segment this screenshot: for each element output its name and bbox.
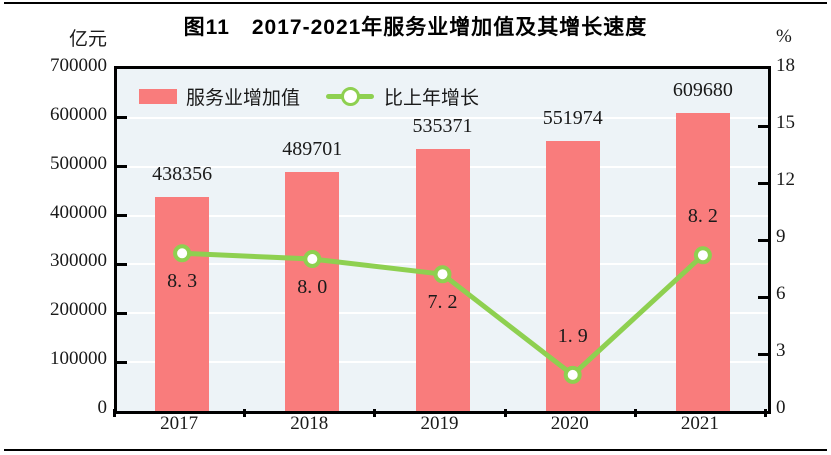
x-tick-label-2018: 2018 <box>290 413 329 434</box>
x-axis-tick <box>373 409 377 417</box>
left-axis-tick-label: 200000 <box>50 299 107 321</box>
right-axis-tick-label: 15 <box>776 112 795 133</box>
growth-marker <box>693 246 712 265</box>
right-axis-tick-label: 12 <box>776 169 795 190</box>
right-axis-unit-label: % <box>776 26 792 47</box>
legend: 服务业增加值 比上年增长 <box>139 83 479 110</box>
left-axis-tick <box>117 311 127 315</box>
bar-value-label: 535371 <box>412 115 473 138</box>
chart-title: 图11 2017-2021年服务业增加值及其增长速度 <box>183 16 648 39</box>
left-axis-tick-label: 100000 <box>50 348 107 370</box>
gridline <box>117 116 768 119</box>
growth-value-label: 7. 2 <box>427 291 458 314</box>
legend-line-label: 比上年增长 <box>384 88 480 109</box>
bar-value-label: 551974 <box>542 107 603 130</box>
x-axis-tick <box>243 409 247 417</box>
x-tick-label-2017: 2017 <box>160 413 199 434</box>
left-axis-tick-label: 600000 <box>50 103 107 125</box>
page-rule-bottom <box>4 449 827 451</box>
right-axis-tick-label: 9 <box>776 226 786 247</box>
left-axis-tick <box>117 116 127 120</box>
right-axis-tick <box>758 181 768 185</box>
right-axis-tick-label: 0 <box>776 397 786 418</box>
x-axis-tick <box>633 409 637 417</box>
growth-marker <box>303 250 322 268</box>
bar-value-label: 438356 <box>152 162 213 185</box>
right-axis-tick <box>758 124 768 128</box>
x-tick-label-2020: 2020 <box>550 413 589 434</box>
growth-marker <box>173 244 192 263</box>
bar-value-label: 489701 <box>282 137 343 160</box>
legend-line-sample <box>326 87 375 106</box>
left-axis-tick-label: 400000 <box>50 201 107 223</box>
x-tick-label-2021: 2021 <box>680 413 719 434</box>
growth-marker <box>433 265 452 284</box>
left-axis-tick <box>117 360 127 364</box>
growth-marker <box>563 365 582 384</box>
right-axis-tick-label: 18 <box>776 55 795 76</box>
growth-value-label: 8. 0 <box>297 276 328 298</box>
growth-value-label: 1. 9 <box>557 324 588 347</box>
growth-value-label: 8. 3 <box>167 270 198 293</box>
bar-2017 <box>155 196 210 411</box>
left-axis-tick-label: 0 <box>97 397 108 418</box>
legend-line-marker-icon <box>340 87 360 106</box>
left-axis-tick-label: 700000 <box>50 55 107 76</box>
growth-line-layer <box>173 244 712 384</box>
left-axis-tick-label: 500000 <box>50 152 107 174</box>
page-rule-top <box>4 2 827 4</box>
right-axis-tick <box>758 352 768 356</box>
left-axis-tick <box>117 165 127 169</box>
bar-value-label: 609680 <box>672 79 733 102</box>
legend-bar-swatch <box>139 89 177 104</box>
x-tick-label-2019: 2019 <box>420 413 459 434</box>
plot-area: 服务业增加值 比上年增长 438356 489701 535371 551974 609… <box>114 66 771 414</box>
x-axis-tick <box>113 409 116 417</box>
x-axis-tick <box>503 409 507 417</box>
x-axis-tick <box>764 409 767 417</box>
growth-value-label: 8. 2 <box>687 205 718 228</box>
left-axis-tick <box>117 214 127 218</box>
left-axis-tick <box>117 262 127 266</box>
bar-2018 <box>285 171 340 411</box>
left-axis-unit-label: 亿元 <box>68 29 107 50</box>
left-axis-tick-label: 300000 <box>50 250 107 272</box>
right-axis-tick-label: 3 <box>776 340 786 361</box>
right-axis-tick-label: 6 <box>776 283 786 304</box>
right-axis-tick <box>758 295 768 299</box>
legend-bar-label: 服务业增加值 <box>186 88 301 109</box>
right-axis-tick <box>758 238 768 242</box>
